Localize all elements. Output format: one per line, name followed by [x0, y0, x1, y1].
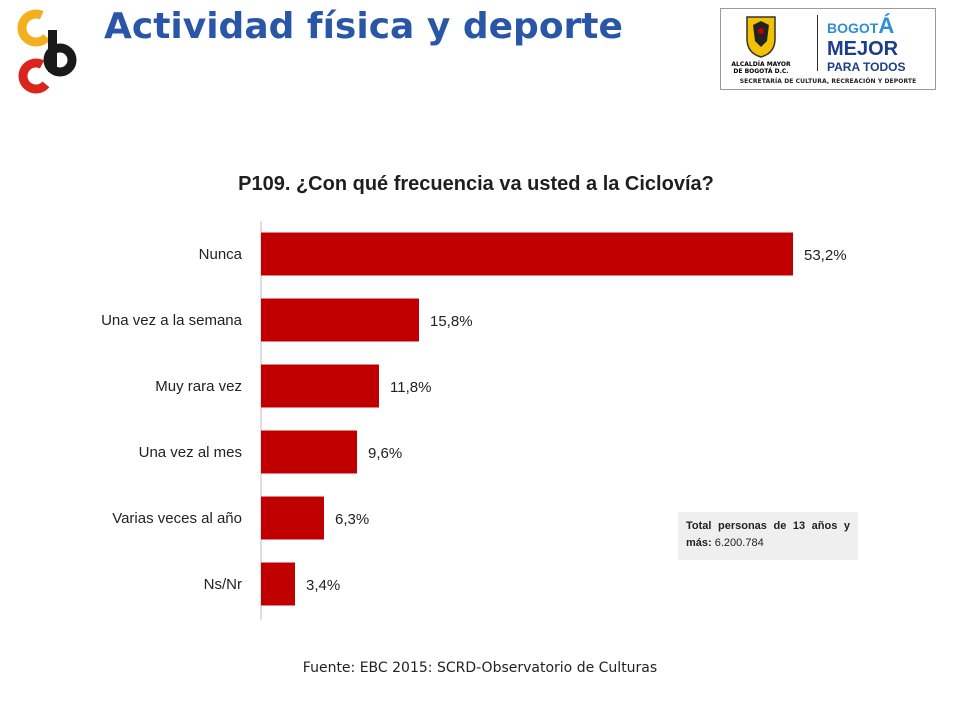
- total-note-value: 6.200.784: [714, 537, 764, 549]
- category-label-5: Ns/Nr: [204, 576, 242, 593]
- category-label-0: Nunca: [199, 246, 243, 263]
- alcaldia-label: ALCALDÍA MAYOR DE BOGOTÁ D.C.: [731, 61, 791, 75]
- secretaria-label: SECRETARÍA DE CULTURA, RECREACIÓN Y DEPO…: [739, 78, 917, 85]
- source-note: Fuente: EBC 2015: SCRD-Observatorio de C…: [302, 660, 658, 676]
- ccb-logo: [17, 9, 77, 94]
- chart-title: P109. ¿Con qué frecuencia va usted a la …: [238, 173, 714, 195]
- total-note-label: Total personas de 13 años y más:: [686, 520, 850, 549]
- bar-4: [261, 496, 324, 540]
- bar-2: [261, 364, 379, 408]
- bogota-wordmark: BOGOTÁ: [827, 13, 895, 38]
- bar-0: [261, 232, 793, 276]
- category-label-1: Una vez a la semana: [101, 312, 243, 329]
- bar-1: [261, 298, 419, 342]
- value-label-0: 53,2%: [804, 247, 847, 264]
- page-title: Actividad física y deporte: [104, 6, 623, 47]
- category-label-3: Una vez al mes: [139, 444, 242, 461]
- bogota-logo: ALCALDÍA MAYOR DE BOGOTÁ D.C. BOGOTÁ MEJ…: [720, 8, 936, 90]
- coat-of-arms-icon: [746, 16, 776, 58]
- para-todos-wordmark: PARA TODOS: [827, 60, 906, 74]
- category-label-2: Muy rara vez: [155, 378, 242, 395]
- value-label-5: 3,4%: [306, 577, 340, 594]
- category-label-4: Varias veces al año: [112, 510, 242, 527]
- value-label-1: 15,8%: [430, 313, 473, 330]
- mejor-wordmark: MEJOR: [827, 38, 899, 60]
- logo-divider: [817, 15, 818, 71]
- bar-5: [261, 562, 295, 606]
- value-label-4: 6,3%: [335, 511, 369, 528]
- value-label-3: 9,6%: [368, 445, 402, 462]
- total-note: Total personas de 13 años y más: 6.200.7…: [678, 512, 858, 560]
- bar-3: [261, 430, 357, 474]
- value-label-2: 11,8%: [390, 379, 431, 396]
